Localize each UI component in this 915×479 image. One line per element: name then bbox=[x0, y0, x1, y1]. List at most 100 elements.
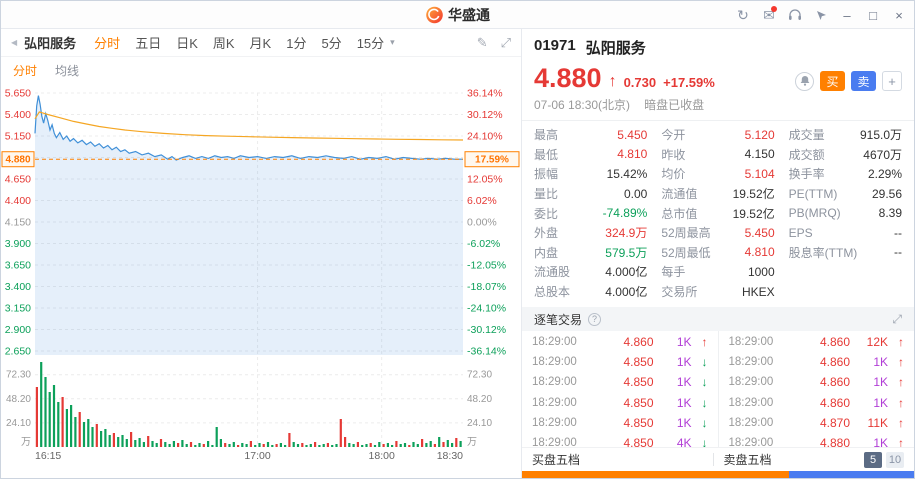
svg-text:4.400: 4.400 bbox=[5, 195, 31, 207]
stock-name-tab[interactable]: 弘阳服务 bbox=[24, 36, 77, 51]
period-tab[interactable]: 5分 bbox=[321, 36, 342, 51]
tick-column-right: 18:29:00 4.860 12K ↑ 18:29:00 4.860 1K ↑ 18:29:0… bbox=[719, 331, 915, 447]
price-row: 4.880 ↑ 0.730 +17.59% 买 卖 + bbox=[534, 61, 902, 93]
tick-trade-list[interactable]: 18:29:00 4.860 1K ↑ 18:29:00 4.850 1K ↓ 18:29:00… bbox=[522, 331, 914, 448]
collapse-icon[interactable]: ◀ bbox=[11, 38, 18, 47]
tick-row: 18:29:00 4.850 1K ↓ bbox=[532, 375, 708, 390]
svg-text:-6.02%: -6.02% bbox=[467, 238, 500, 250]
app-logo-icon bbox=[425, 6, 443, 24]
period-tab[interactable]: 分时 bbox=[94, 36, 121, 51]
period-tab[interactable]: 月K bbox=[249, 36, 272, 51]
stat-cell: 均价 5.104 bbox=[661, 166, 775, 182]
stock-code: 01971 bbox=[534, 37, 576, 54]
svg-text:48.20: 48.20 bbox=[6, 394, 31, 405]
close-button[interactable]: × bbox=[895, 7, 903, 23]
maximize-button[interactable]: □ bbox=[869, 7, 877, 23]
stat-cell: 52周最高 5.450 bbox=[661, 225, 775, 241]
stat-cell: EPS -- bbox=[788, 225, 902, 240]
tick-row: 18:29:00 4.860 1K ↑ bbox=[728, 395, 905, 410]
period-tab[interactable]: 五日 bbox=[135, 36, 162, 51]
divider bbox=[522, 120, 914, 121]
stat-cell: 流通股 4.000亿 bbox=[534, 265, 648, 280]
depth-10-button[interactable]: 10 bbox=[886, 451, 904, 468]
svg-text:0.00%: 0.00% bbox=[467, 217, 497, 229]
app-logo: 华盛通 bbox=[425, 1, 490, 29]
app-title: 华盛通 bbox=[448, 7, 490, 23]
svg-text:48.20: 48.20 bbox=[467, 394, 492, 405]
quote-panel: 01971 弘阳服务 4.880 ↑ 0.730 +17.59% 买 卖 + 0… bbox=[521, 29, 914, 478]
svg-text:3.900: 3.900 bbox=[5, 238, 31, 250]
pointer-icon[interactable] bbox=[808, 2, 834, 28]
buy-button[interactable]: 买 bbox=[820, 71, 845, 91]
quote-time-row: 07-06 18:30(北京) 暗盘已收盘 bbox=[534, 96, 902, 113]
stat-cell: 今开 5.120 bbox=[661, 127, 775, 143]
stat-cell: 每手 1000 bbox=[661, 264, 775, 280]
tick-row: 18:29:00 4.860 1K ↑ bbox=[728, 354, 905, 369]
tick-row: 18:29:00 4.860 12K ↑ bbox=[728, 334, 905, 349]
tick-row: 18:29:00 4.880 1K ↑ bbox=[728, 436, 905, 448]
add-watchlist-button[interactable]: + bbox=[882, 71, 902, 91]
tick-row: 18:29:00 4.860 1K ↑ bbox=[532, 334, 708, 349]
chevron-down-icon[interactable]: ▾ bbox=[390, 37, 395, 47]
titlebar: 华盛通 ↻ ✉ – □ × bbox=[1, 1, 914, 29]
period-tab[interactable]: 周K bbox=[212, 36, 235, 51]
support-headset-icon[interactable] bbox=[782, 2, 808, 28]
stat-cell: 股息率(TTM) -- bbox=[788, 245, 902, 260]
quote-header: 01971 弘阳服务 bbox=[534, 37, 902, 58]
stat-cell: 最高 5.450 bbox=[534, 127, 648, 143]
svg-text:2.900: 2.900 bbox=[5, 324, 31, 336]
svg-text:万: 万 bbox=[21, 437, 31, 448]
sell-depth-tab[interactable]: 卖盘五档 bbox=[723, 453, 772, 467]
sell-button[interactable]: 卖 bbox=[851, 71, 876, 91]
stat-cell: 流通值 19.52亿 bbox=[661, 187, 775, 202]
depth-5-button[interactable]: 5 bbox=[864, 451, 882, 468]
buy-ratio-segment bbox=[522, 471, 789, 478]
svg-text:万: 万 bbox=[467, 437, 477, 448]
svg-text:3.650: 3.650 bbox=[5, 260, 31, 272]
alert-bell-icon[interactable] bbox=[795, 71, 814, 91]
svg-text:-24.10%: -24.10% bbox=[467, 303, 506, 315]
stat-cell: 量比 0.00 bbox=[534, 186, 648, 202]
quote-time: 07-06 18:30(北京) bbox=[534, 98, 631, 112]
svg-text:24.10: 24.10 bbox=[6, 418, 31, 429]
tick-column-left: 18:29:00 4.860 1K ↑ 18:29:00 4.850 1K ↓ 18:29:00… bbox=[522, 331, 718, 447]
svg-text:6.02%: 6.02% bbox=[467, 195, 497, 207]
divider bbox=[712, 453, 714, 466]
chart-subtab[interactable]: 分时 bbox=[13, 63, 38, 78]
timeshare-chart[interactable]: 5.650 5.400 5.150 4.650 4.400 4.150 3.900 3.650… bbox=[1, 83, 521, 463]
chart-subtab[interactable]: 均线 bbox=[55, 63, 80, 78]
svg-text:17.59%: 17.59% bbox=[475, 155, 509, 166]
period-tab[interactable]: 1分 bbox=[286, 36, 307, 51]
svg-text:5.150: 5.150 bbox=[5, 131, 31, 143]
svg-text:30.12%: 30.12% bbox=[467, 109, 503, 121]
stat-cell: PE(TTM) 29.56 bbox=[788, 186, 902, 201]
period-tabs: 分时 五日 日K 周K 月K 1分 5分 15分 ▾ bbox=[94, 33, 395, 52]
help-icon[interactable]: ? bbox=[588, 312, 602, 326]
stock-name: 弘阳服务 bbox=[585, 40, 646, 57]
stat-cell bbox=[789, 282, 902, 302]
minimize-button[interactable]: – bbox=[843, 7, 851, 23]
pencil-icon[interactable]: ✎ bbox=[476, 34, 488, 50]
stat-cell: 最低 4.810 bbox=[534, 147, 648, 162]
stat-cell: 外盘 324.9万 bbox=[534, 226, 648, 241]
svg-text:24.10: 24.10 bbox=[467, 418, 492, 429]
stats-grid: 最高 5.450 今开 5.120 成交量 915.0万 最低 4.810 昨收 4.150 成交额… bbox=[522, 121, 914, 301]
svg-text:36.14%: 36.14% bbox=[467, 88, 503, 100]
last-price: 4.880 bbox=[534, 63, 602, 93]
mail-icon[interactable]: ✉ bbox=[756, 2, 782, 28]
stat-cell: 委比 -74.89% bbox=[534, 206, 648, 221]
buy-depth-tab[interactable]: 买盘五档 bbox=[532, 453, 581, 467]
svg-text:3.400: 3.400 bbox=[5, 281, 31, 293]
refresh-icon[interactable]: ↻ bbox=[737, 6, 749, 23]
expand-icon[interactable]: ⤢ bbox=[892, 311, 902, 326]
svg-text:72.30: 72.30 bbox=[467, 370, 492, 381]
period-tab[interactable]: 日K bbox=[176, 36, 198, 51]
stat-cell: 成交量 915.0万 bbox=[788, 128, 902, 143]
session-status: 暗盘已收盘 bbox=[644, 98, 705, 112]
stat-cell: 换手率 2.29% bbox=[788, 166, 902, 182]
svg-text:-36.14%: -36.14% bbox=[467, 346, 506, 358]
fullscreen-icon[interactable]: ⤢ bbox=[500, 34, 511, 50]
period-tab[interactable]: 15分 bbox=[356, 36, 385, 51]
stat-cell: 交易所 HKEX bbox=[661, 284, 775, 300]
